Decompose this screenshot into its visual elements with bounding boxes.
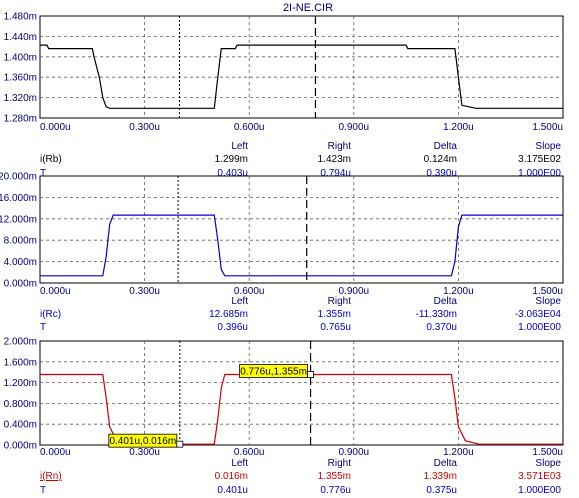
- cursor-header-delta: Delta: [434, 458, 458, 469]
- x-tick-label: 0.300u: [129, 286, 160, 297]
- cursor-right-value: 0.794u: [320, 168, 351, 179]
- x-tick-label: 0.000u: [40, 447, 71, 458]
- cursor-delta-value: 0.370u: [426, 322, 457, 333]
- y-tick-label: 1.280m: [4, 114, 37, 125]
- cursor-left-value: 0.403u: [217, 168, 248, 179]
- cursor-value-tooltip: 0.776u,1.355m: [239, 364, 314, 378]
- y-tick-label: 20.000m: [0, 172, 37, 183]
- cursor-header-left: Left: [231, 458, 248, 469]
- x-tick-label: 0.600u: [234, 447, 265, 458]
- plot-panel-rc: 20.000m16.000m12.000m8.000m4.000m0.000m0…: [0, 172, 564, 333]
- cursor-marker[interactable]: [307, 371, 314, 378]
- x-tick-label: 0.900u: [339, 122, 370, 133]
- cursor-left-value: 0.396u: [217, 322, 248, 333]
- cursor-header-left: Left: [231, 141, 248, 152]
- x-tick-label: 0.000u: [40, 122, 71, 133]
- cursor-left-value: 0.401u: [217, 485, 248, 496]
- cursor-right-value: 1.355m: [318, 471, 351, 482]
- cursor-header-slope: Slope: [535, 141, 561, 152]
- y-tick-label: 0.800m: [4, 399, 37, 410]
- x-tick-label: 0.900u: [339, 286, 370, 297]
- y-tick-label: 1.320m: [4, 93, 37, 104]
- cursor-value-tooltip: 0.401u,0.016m: [108, 433, 184, 448]
- y-tick-label: 0.400m: [4, 420, 37, 431]
- x-tick-label: 0.300u: [129, 447, 160, 458]
- cursor-header-left: Left: [231, 296, 248, 307]
- cursor-row-label: T: [40, 322, 46, 333]
- y-tick-label: 1.200m: [4, 378, 37, 389]
- cursor-row-label: i(Rn): [40, 471, 62, 482]
- cursor-delta-value: 0.124m: [424, 154, 457, 165]
- cursor-left-value: 12.685m: [209, 309, 248, 320]
- cursor-slope-value: -3.063E04: [515, 309, 562, 320]
- series-line-rb: [40, 44, 563, 109]
- cursor-row-label: T: [40, 485, 46, 496]
- y-tick-label: 0.000m: [4, 441, 37, 452]
- cursor-row-label: i(Rc): [40, 309, 61, 320]
- cursor-right-value: 0.765u: [320, 322, 351, 333]
- cursor-left-value: 1.299m: [215, 154, 248, 165]
- cursor-header-right: Right: [328, 296, 352, 307]
- series-line-rn: [40, 373, 563, 445]
- x-tick-label: 1.500u: [532, 286, 563, 297]
- cursor-slope-value: 1.000E00: [518, 168, 561, 179]
- cursor-header-right: Right: [328, 141, 352, 152]
- x-tick-label: 0.900u: [339, 447, 370, 458]
- series-line-rc: [40, 214, 563, 277]
- plot-frame: [39, 340, 564, 446]
- tooltip-text: 0.776u,1.355m: [240, 367, 307, 378]
- cursor-row-label: T: [40, 168, 46, 179]
- cursor-slope-value: 1.000E00: [518, 322, 561, 333]
- tooltip-box: [239, 364, 308, 378]
- cursor-right-value: 1.423m: [318, 154, 351, 165]
- x-tick-label: 0.600u: [234, 122, 265, 133]
- cursor-delta-value: 1.339m: [424, 471, 457, 482]
- x-tick-label: 0.300u: [129, 122, 160, 133]
- x-tick-label: 1.200u: [443, 122, 474, 133]
- tooltip-text: 0.401u,0.016m: [109, 436, 176, 447]
- plot-panel-rb: 1.480m 1.440m 1.400m 1.360m 1.320m 1.280m0.00…: [4, 12, 564, 179]
- cursor-left-value: 0.016m: [215, 471, 248, 482]
- y-tick-label: 4.000m: [4, 257, 37, 268]
- cursor-delta-value: 0.375u: [426, 485, 457, 496]
- y-tick-label: 1.480m: [4, 12, 37, 23]
- y-tick-label: 8.000m: [4, 236, 37, 247]
- y-tick-label: 1.360m: [4, 73, 37, 84]
- plot-frame: [39, 15, 564, 119]
- x-tick-label: 0.600u: [234, 286, 265, 297]
- cursor-marker[interactable]: [176, 440, 184, 448]
- plot-panel-rn: 2.000m 1.600m 1.200m 0.800m 0.400m 0.000m0.00…: [4, 337, 564, 496]
- y-tick-label: 1.440m: [4, 32, 37, 43]
- x-tick-label: 1.200u: [443, 286, 474, 297]
- cursor-header-right: Right: [328, 458, 352, 469]
- cursor-right-value: 1.355m: [318, 309, 351, 320]
- cursor-right-value: 0.776u: [320, 485, 351, 496]
- cursor-header-slope: Slope: [535, 458, 561, 469]
- plot-frame: [39, 175, 564, 284]
- y-tick-label: 2.000m: [4, 337, 37, 348]
- x-tick-label: 1.200u: [443, 447, 474, 458]
- cursor-delta-value: 0.390u: [426, 168, 457, 179]
- tooltip-box: [108, 433, 178, 448]
- cursor-slope-value: 3.175E02: [518, 154, 561, 165]
- y-tick-label: 1.400m: [4, 52, 37, 63]
- x-tick-label: 0.000u: [40, 286, 71, 297]
- cursor-row-label: i(Rb): [40, 154, 62, 165]
- y-tick-label: 16.000m: [0, 193, 37, 204]
- cursor-header-delta: Delta: [434, 141, 458, 152]
- y-tick-label: 1.600m: [4, 357, 37, 368]
- cursor-slope-value: 3.571E03: [518, 471, 561, 482]
- window-title: 2I-NE.CIR: [283, 2, 333, 14]
- cursor-header-slope: Slope: [535, 296, 561, 307]
- cursor-header-delta: Delta: [434, 296, 458, 307]
- x-tick-label: 1.500u: [532, 122, 563, 133]
- cursor-slope-value: 1.000E00: [518, 485, 561, 496]
- y-tick-label: 12.000m: [0, 214, 37, 225]
- cursor-delta-value: -11.330m: [415, 309, 457, 320]
- x-tick-label: 1.500u: [532, 447, 563, 458]
- y-tick-label: 0.000m: [4, 279, 37, 290]
